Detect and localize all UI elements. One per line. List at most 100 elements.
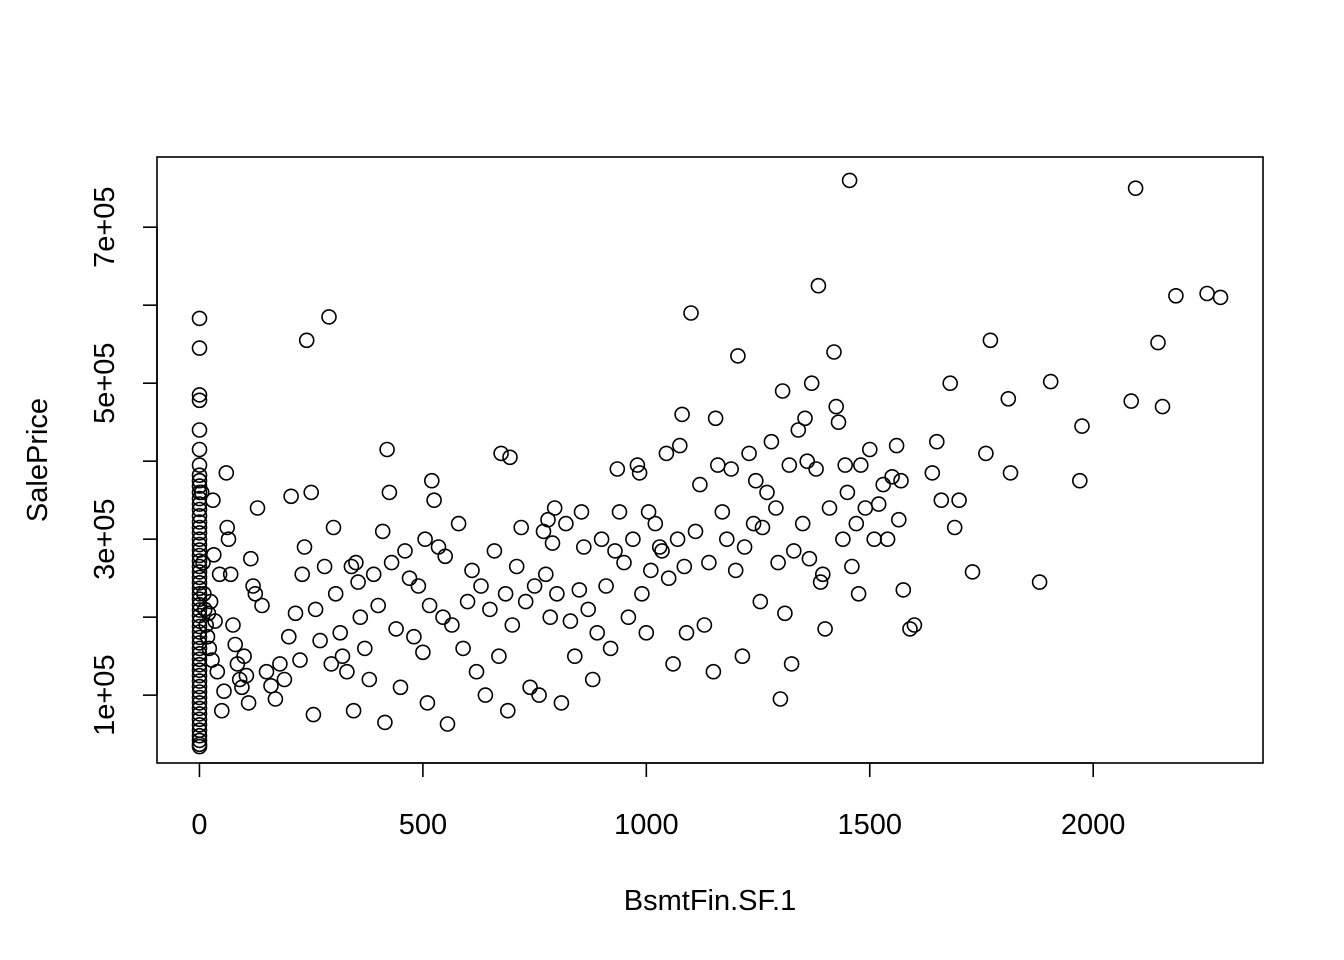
data-point	[770, 554, 786, 571]
data-point	[575, 539, 592, 555]
data-point	[906, 617, 923, 633]
data-point	[191, 514, 208, 530]
data-point	[513, 519, 530, 536]
data-point	[191, 441, 208, 458]
data-point	[797, 410, 813, 427]
data-point	[835, 531, 851, 548]
data-point	[191, 531, 208, 548]
data-point	[777, 605, 793, 622]
data-point	[370, 597, 387, 614]
data-point	[752, 593, 769, 610]
data-point	[191, 457, 208, 473]
data-point	[191, 640, 208, 657]
data-point	[830, 414, 847, 431]
data-point	[508, 558, 525, 575]
data-point	[826, 344, 842, 360]
y-tick-label: 5e+05	[89, 342, 121, 423]
data-point	[323, 656, 340, 672]
data-point	[214, 702, 230, 719]
data-point	[692, 476, 708, 493]
data-point	[747, 472, 764, 489]
data-point	[276, 671, 293, 688]
data-point	[191, 645, 208, 662]
data-point	[486, 543, 503, 559]
data-point	[303, 484, 320, 501]
data-point	[785, 543, 802, 559]
data-point	[191, 569, 208, 586]
data-point	[238, 667, 255, 684]
data-point	[191, 711, 208, 728]
data-point	[1074, 418, 1090, 434]
data-point	[709, 457, 726, 473]
data-point	[292, 652, 308, 668]
data-point	[191, 558, 208, 575]
data-point	[665, 656, 681, 672]
data-point	[1072, 472, 1088, 489]
data-point	[191, 667, 208, 684]
data-point	[808, 461, 824, 477]
data-point	[654, 543, 670, 559]
data-point	[526, 578, 543, 594]
data-point	[537, 566, 554, 583]
data-point	[866, 531, 883, 548]
data-point	[1000, 390, 1017, 407]
data-point	[844, 558, 860, 575]
data-point	[350, 574, 366, 590]
data-point	[674, 406, 690, 423]
data-point	[571, 582, 588, 598]
data-point	[199, 628, 216, 645]
data-point	[191, 596, 208, 613]
data-point	[437, 548, 454, 565]
data-point	[817, 621, 833, 637]
data-point	[381, 484, 398, 501]
data-point	[573, 504, 590, 520]
data-point	[542, 609, 559, 626]
data-point	[517, 593, 534, 610]
data-point	[191, 738, 208, 755]
data-point	[857, 500, 874, 516]
data-point	[191, 340, 208, 356]
x-tick-label: 1000	[614, 809, 679, 841]
data-point	[225, 617, 241, 633]
data-point	[191, 507, 208, 524]
y-tick-label: 3e+05	[89, 498, 121, 579]
data-point	[730, 348, 746, 364]
data-point	[499, 702, 516, 719]
data-point	[504, 617, 521, 633]
data-point	[339, 663, 355, 680]
data-point	[629, 457, 646, 473]
y-tick-label: 1e+05	[89, 654, 121, 735]
data-point	[549, 585, 565, 602]
data-point	[191, 585, 208, 602]
data-point	[928, 433, 945, 450]
data-point	[861, 441, 878, 458]
data-point	[964, 564, 981, 580]
data-point	[207, 613, 223, 629]
data-point	[361, 671, 378, 688]
data-point	[450, 515, 467, 532]
data-point	[801, 550, 818, 567]
data-point	[718, 531, 735, 548]
data-point	[205, 492, 221, 509]
data-point	[1212, 289, 1229, 306]
data-point	[298, 332, 315, 349]
data-point	[562, 613, 579, 629]
data-point	[222, 566, 239, 583]
data-point	[1123, 393, 1139, 409]
data-point	[305, 706, 322, 723]
x-tick-label: 1500	[837, 809, 902, 841]
data-point	[531, 687, 547, 703]
data-point	[401, 570, 418, 587]
data-point	[522, 679, 538, 696]
data-point	[243, 550, 259, 567]
data-point	[426, 492, 442, 509]
data-point	[602, 640, 619, 657]
data-point	[236, 648, 252, 665]
data-point	[191, 536, 208, 553]
data-point	[218, 465, 235, 481]
data-point	[406, 628, 422, 645]
data-point	[410, 578, 427, 594]
data-point	[893, 472, 909, 489]
data-point	[191, 591, 208, 608]
x-axis-label: BsmtFin.SF.1	[624, 885, 796, 917]
